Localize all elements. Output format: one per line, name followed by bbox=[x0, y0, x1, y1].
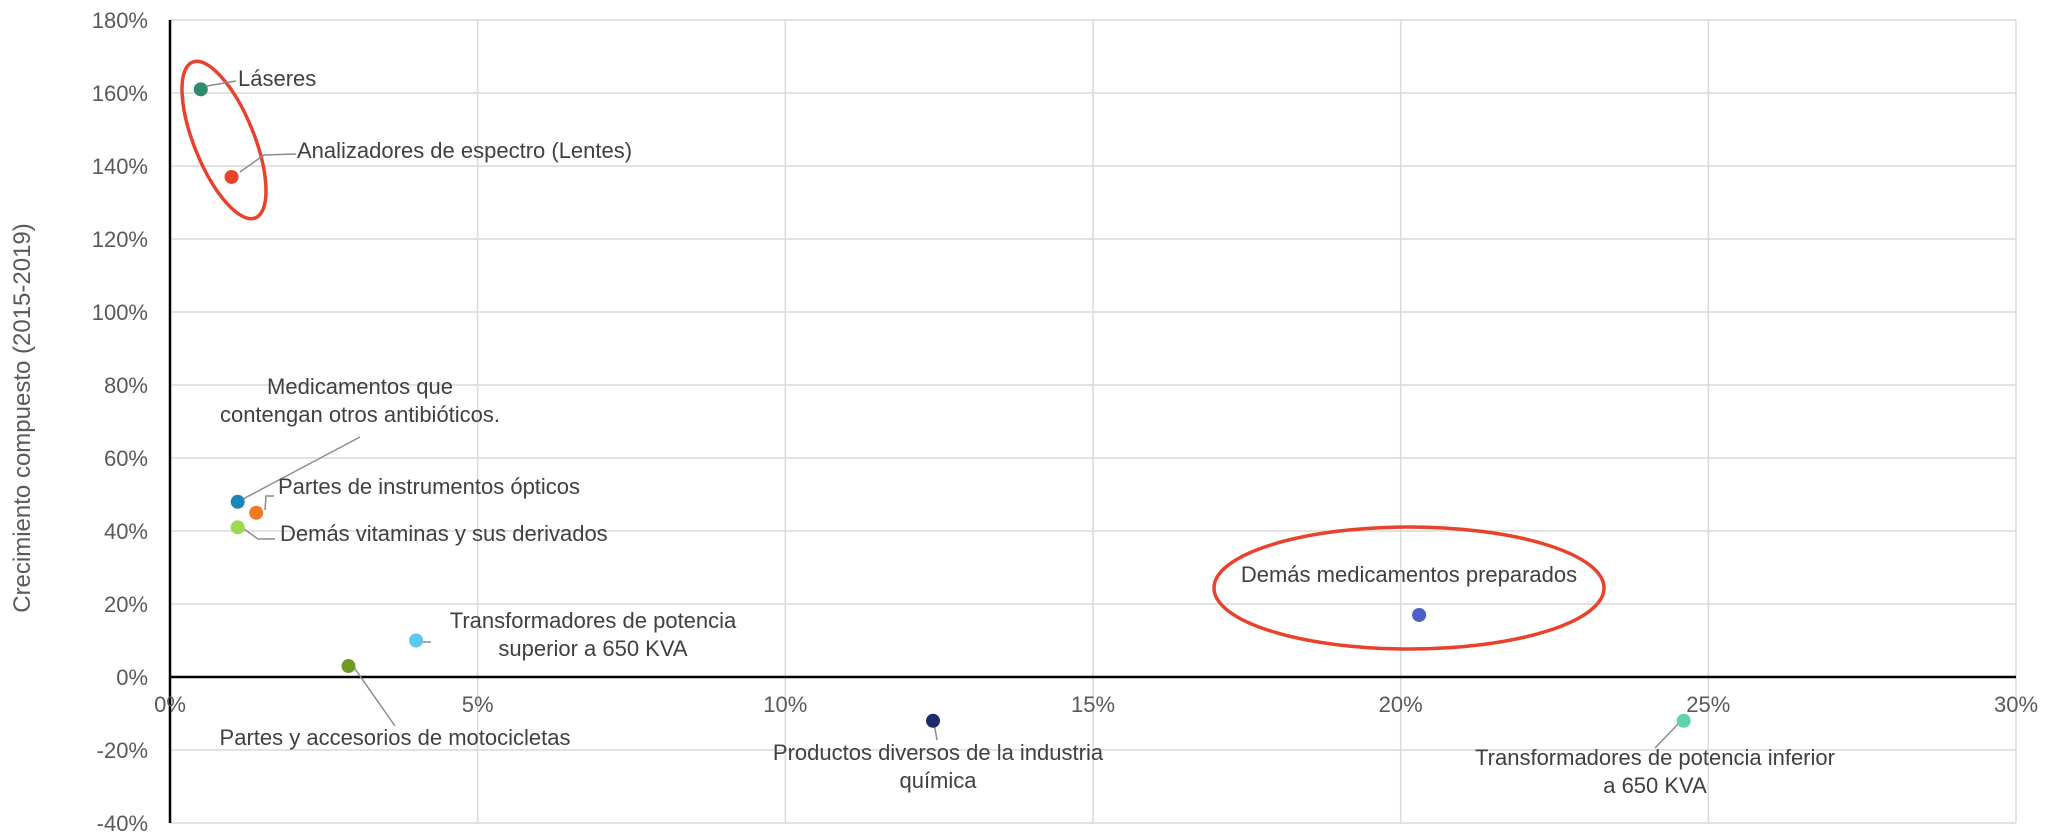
label-leader-line bbox=[1654, 721, 1681, 749]
highlight-ellipse-lasers bbox=[180, 59, 268, 221]
x-tick-label: 20% bbox=[1379, 692, 1423, 717]
x-tick-label: 10% bbox=[763, 692, 807, 717]
x-tick-label: 30% bbox=[1994, 692, 2038, 717]
scatter-point bbox=[1676, 713, 1691, 728]
point-label: Transformadores de potencia inferior bbox=[1475, 745, 1835, 770]
tick-labels: -40%-20%0%20%40%60%80%100%120%140%160%18… bbox=[92, 8, 2038, 834]
y-tick-label: -20% bbox=[97, 738, 148, 763]
point-label: a 650 KVA bbox=[1603, 773, 1707, 798]
point-label: Transformadores de potencia bbox=[450, 608, 737, 633]
y-axis-title: Crecimiento compuesto (2015-2019) bbox=[9, 223, 36, 613]
point-labels: Láseres Analizadores de espectro (Lentes)… bbox=[220, 66, 1835, 798]
y-tick-label: 180% bbox=[92, 8, 148, 33]
scatter-point bbox=[409, 633, 424, 648]
x-tick-label: 0% bbox=[154, 692, 186, 717]
axes bbox=[168, 20, 2016, 823]
y-tick-label: 0% bbox=[116, 665, 148, 690]
y-tick-label: 120% bbox=[92, 227, 148, 252]
label-leader-line bbox=[242, 436, 361, 500]
x-tick-label: 25% bbox=[1686, 692, 1730, 717]
point-label: Analizadores de espectro (Lentes) bbox=[297, 138, 632, 163]
point-label: superior a 650 KVA bbox=[498, 636, 687, 661]
y-tick-label: 20% bbox=[104, 592, 148, 617]
label-leader-line bbox=[206, 80, 237, 87]
scatter-point bbox=[230, 494, 245, 509]
point-label: Partes y accesorios de motocicletas bbox=[220, 725, 571, 750]
point-label: Láseres bbox=[238, 66, 316, 91]
scatter-point bbox=[193, 82, 208, 97]
leader-lines bbox=[206, 80, 1681, 749]
scatter-point bbox=[926, 713, 941, 728]
label-leader-line bbox=[243, 528, 275, 540]
point-label: contengan otros antibióticos. bbox=[220, 402, 500, 427]
y-tick-label: 140% bbox=[92, 154, 148, 179]
scatter-point bbox=[1412, 607, 1427, 622]
scatter-point bbox=[224, 169, 239, 184]
point-label: Partes de instrumentos ópticos bbox=[278, 474, 580, 499]
point-label: Demás vitaminas y sus derivados bbox=[280, 521, 608, 546]
scatter-point bbox=[249, 505, 264, 520]
point-label: Productos diversos de la industria bbox=[773, 740, 1104, 765]
highlight-ellipse-medicamentos bbox=[1212, 525, 1606, 651]
point-label: Demás medicamentos preparados bbox=[1241, 562, 1577, 587]
label-leader-line bbox=[352, 665, 396, 727]
y-tick-label: -40% bbox=[97, 811, 148, 834]
y-tick-label: 40% bbox=[104, 519, 148, 544]
label-leader-line bbox=[264, 495, 274, 511]
x-tick-label: 5% bbox=[462, 692, 494, 717]
scatter-point bbox=[341, 659, 356, 674]
y-tick-label: 80% bbox=[104, 373, 148, 398]
data-points bbox=[193, 82, 1691, 728]
point-label: química bbox=[899, 768, 977, 793]
point-label: Medicamentos que bbox=[267, 374, 453, 399]
x-tick-label: 15% bbox=[1071, 692, 1115, 717]
y-tick-label: 60% bbox=[104, 446, 148, 471]
y-tick-label: 160% bbox=[92, 81, 148, 106]
scatter-point bbox=[230, 520, 245, 535]
label-leader-line bbox=[239, 153, 297, 173]
highlight-ellipses bbox=[180, 59, 1606, 651]
y-tick-label: 100% bbox=[92, 300, 148, 325]
gridlines bbox=[170, 19, 2017, 824]
